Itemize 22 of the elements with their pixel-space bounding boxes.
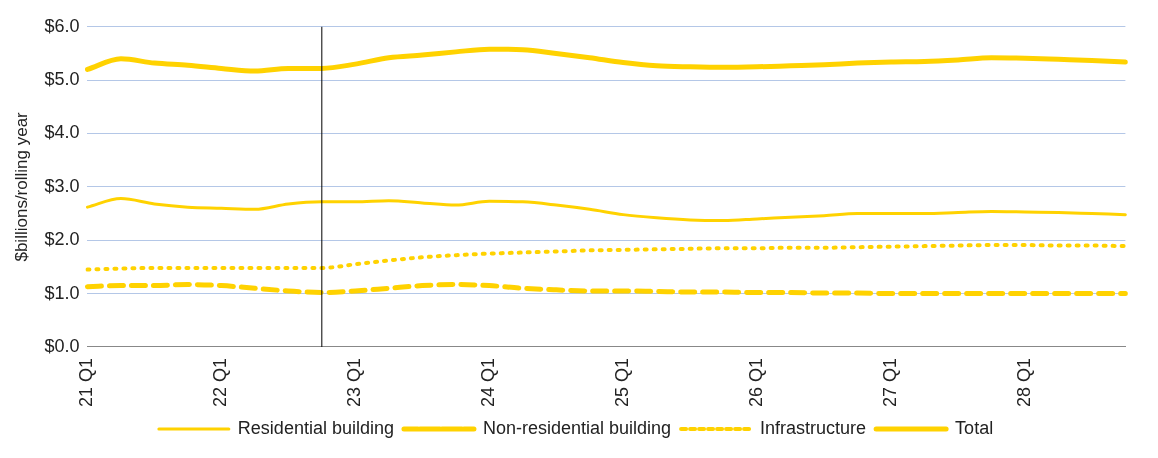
y-tick-label: $3.0: [44, 175, 80, 196]
legend-label: Residential building: [237, 417, 394, 438]
y-tick-label: $5.0: [44, 69, 80, 90]
x-tick-label: 27 Q1: [879, 357, 900, 408]
y-tick-label: $6.0: [44, 15, 80, 36]
x-tick-label: 23 Q1: [344, 357, 365, 408]
y-tick-label: $4.0: [44, 122, 80, 143]
line-series: [85, 197, 1127, 222]
y-tick-label: $1.0: [44, 282, 80, 303]
x-tick-label: 22 Q1: [210, 357, 231, 408]
x-tick-label: 28 Q1: [1013, 357, 1034, 408]
y-tick-label: $0.0: [44, 335, 80, 356]
legend-label: Total: [955, 417, 994, 438]
legend-label: Infrastructure: [760, 417, 867, 438]
x-tick-label: 25 Q1: [612, 357, 633, 408]
y-axis-title: $billions/rolling year: [11, 111, 31, 262]
y-tick-label: $2.0: [44, 229, 80, 250]
x-tick-label: 21 Q1: [76, 357, 97, 408]
x-tick-label: 26 Q1: [746, 357, 767, 408]
legend-label: Non-residential building: [482, 417, 672, 438]
line-series: [85, 243, 1128, 272]
x-tick-label: 24 Q1: [478, 357, 499, 408]
